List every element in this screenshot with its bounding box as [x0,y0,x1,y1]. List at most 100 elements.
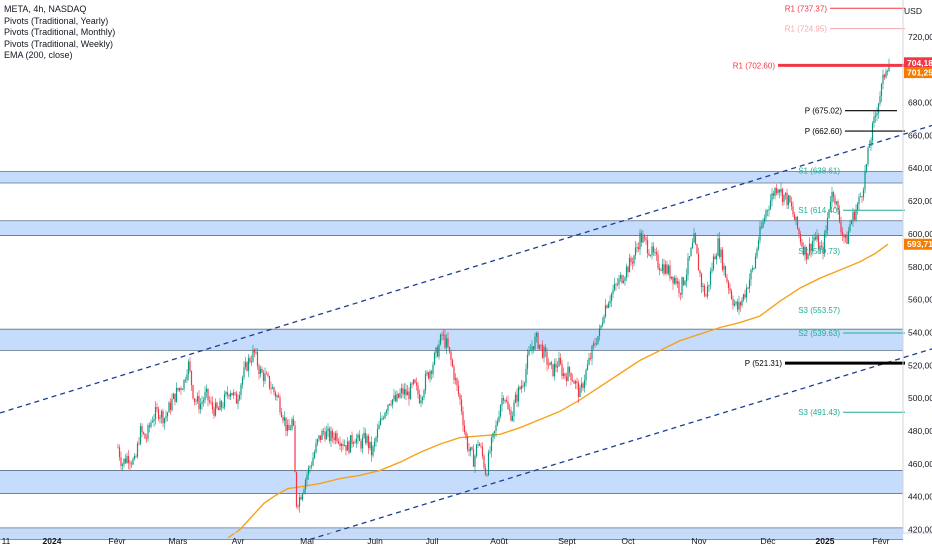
candle-body-438 [774,188,776,196]
candle-body-331 [613,284,616,291]
x-tick-label-8: Août [490,536,508,546]
candle-body-230 [462,411,464,426]
candle-body-470 [822,246,824,254]
candle-body-218 [444,334,446,348]
candlesticks [117,58,890,513]
candle-body-51 [193,398,196,402]
candle-body-468 [819,245,821,250]
candle-body-281 [538,344,541,349]
candle-body-322 [600,325,602,329]
candle-body-61 [208,400,211,402]
candle-body-87 [247,357,250,371]
candle-body-276 [531,346,533,351]
candle-body-190 [402,388,404,395]
candle-body-393 [706,286,709,297]
candle-body-137 [322,430,325,432]
candle-body-433 [766,210,769,212]
candle-body-246 [486,474,488,476]
candle-body-291 [553,363,556,377]
candle-body-122 [300,497,302,500]
candle-body-161 [358,434,361,442]
candle-body-335 [619,275,622,279]
candle-body-319 [595,343,598,345]
candle-body-492 [855,209,857,220]
candle-body-318 [594,343,596,345]
candle-body-294 [558,358,560,367]
candle-body-99 [265,373,268,375]
pivot-label-8: S3 (553.57) [798,306,840,315]
candle-body-495 [859,196,862,198]
candle-body-176 [381,418,383,420]
candle-body-145 [334,433,337,441]
candle-body-232 [465,432,467,437]
candle-body-324 [603,316,605,323]
candle-body-382 [690,248,692,257]
candle-body-408 [729,288,731,291]
candle-body-169 [370,441,373,456]
candle-body-3 [121,464,124,466]
candle-body-452 [795,216,797,220]
currency-label[interactable]: USD [904,6,922,16]
candle-body-509 [880,83,883,97]
candle-body-388 [699,270,701,274]
candle-body-465 [814,237,817,240]
ema-line [227,243,889,539]
candle-body-23 [151,421,154,423]
candle-body-243 [481,446,484,456]
candle-body-68 [219,401,221,411]
price-tag-label-1: 701,25 [907,68,932,78]
candle-body-98 [264,373,266,382]
candle-body-180 [387,404,389,411]
candle-body-463 [811,241,814,252]
candle-body-504 [873,116,875,123]
candle-body-103 [271,387,274,389]
candle-body-354 [648,253,650,256]
candle-body-159 [355,438,358,444]
candle-body-487 [847,230,850,244]
candle-body-259 [505,400,508,402]
candle-body-256 [501,397,503,406]
candle-body-107 [277,395,280,398]
candle-body-372 [675,277,677,284]
candle-body-297 [562,373,565,376]
candle-body-81 [238,394,241,400]
y-tick-label-7: 560,00 [908,295,932,305]
candle-body-292 [555,363,557,368]
candle-body-162 [360,441,362,449]
candle-body-503 [871,122,874,141]
candle-body-58 [204,392,206,401]
candle-body-262 [510,410,512,421]
pivot-label-10: P (521.31) [745,359,783,368]
candle-body-398 [714,256,716,260]
candle-body-425 [754,256,757,268]
candle-body-409 [730,290,733,299]
candle-body-48 [189,361,191,371]
candle-body-251 [493,430,496,434]
candle-body-379 [685,274,688,282]
candle-body-60 [207,388,209,401]
candle-body-419 [745,287,748,298]
candle-body-255 [499,405,502,417]
candle-body-314 [588,357,590,365]
candle-body-78 [234,392,236,394]
candle-body-326 [606,305,608,308]
candle-body-278 [534,336,536,350]
candle-body-299 [565,376,568,382]
candle-body-338 [624,277,626,281]
candle-body-401 [718,238,721,257]
candle-body-341 [628,257,631,273]
y-tick-label-5: 520,00 [908,360,932,370]
candle-body-453 [796,216,799,229]
candle-body-431 [763,217,766,222]
candle-body-333 [616,284,619,286]
candle-body-334 [618,278,620,285]
candle-body-204 [423,390,425,398]
candle-body-305 [574,381,577,384]
candle-body-423 [751,268,754,270]
candle-body-194 [408,391,410,400]
candle-body-240 [477,443,479,445]
candle-body-411 [733,303,736,306]
y-tick-label-2: 460,00 [908,459,932,469]
candle-body-275 [529,350,532,352]
